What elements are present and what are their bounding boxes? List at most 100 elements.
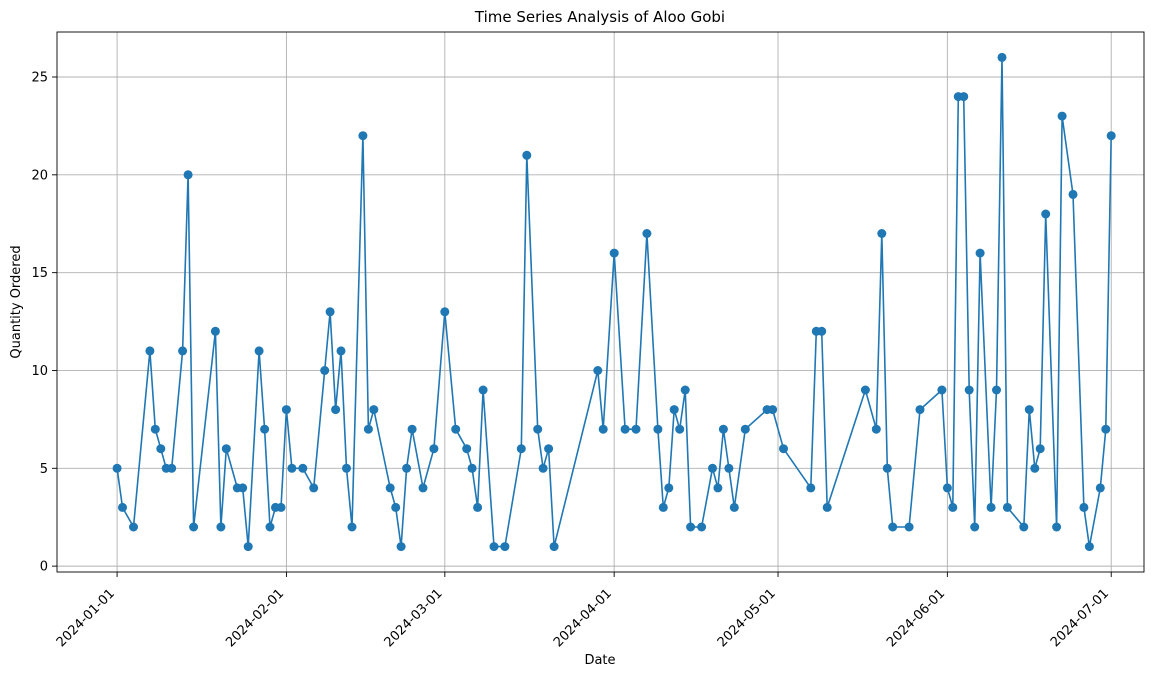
data-point [336,346,346,356]
data-point [489,542,499,552]
data-point [533,424,543,434]
x-tick-label: 2024-07-01 [1048,586,1112,650]
data-point [167,463,177,473]
data-point [407,424,417,434]
data-point [642,229,652,238]
data-series [112,52,1116,552]
axis-ticks: 2024-01-01 2024-02-01 2024-03-01 2024-04-01… [31,71,1112,651]
y-tick-label: 20 [31,168,48,183]
data-point [178,346,188,356]
data-point [287,463,297,473]
data-point [538,463,548,473]
data-point [1002,502,1012,512]
data-point [183,170,193,180]
data-point [298,463,308,473]
data-point [369,405,379,415]
data-point [473,502,483,512]
data-point [238,483,248,493]
data-point [112,463,122,473]
data-point [385,483,395,493]
data-point [718,424,728,434]
data-point [1095,483,1105,493]
data-point [467,463,477,473]
data-point [959,92,969,102]
data-point [860,385,870,395]
data-point [1084,542,1094,552]
data-point [806,483,816,493]
data-point [129,522,138,532]
data-point [680,385,690,395]
data-point [440,307,450,317]
y-tick-label: 5 [40,462,48,477]
data-point [675,424,685,434]
data-point [325,307,335,317]
data-point [549,542,559,552]
y-tick-label: 15 [31,266,48,281]
data-point [150,424,160,434]
data-point [620,424,630,434]
data-point [740,424,750,434]
chart-title: Time Series Analysis of Aloo Gobi [474,8,725,26]
data-point [669,405,679,415]
data-point [210,326,220,336]
data-point [118,502,127,512]
y-tick-label: 10 [31,364,48,379]
data-point [243,542,253,552]
data-point [658,502,668,512]
data-point [871,424,881,434]
data-point [937,385,947,395]
data-point [1052,522,1062,532]
data-point [817,326,827,336]
data-point [429,444,439,454]
data-point [156,444,166,454]
x-axis-label: Date [584,653,615,668]
data-point [500,542,510,552]
data-point [768,405,778,415]
data-point [1019,522,1029,532]
data-point [729,502,739,512]
y-tick-label: 0 [40,560,48,575]
data-point [478,385,488,395]
x-tick-label: 2024-05-01 [715,586,779,650]
data-point [975,248,985,258]
data-point [331,405,341,415]
x-tick-label: 2024-02-01 [223,586,287,650]
y-axis-label: Quantity Ordered [9,245,24,358]
data-point [347,522,357,532]
x-tick-label: 2024-01-01 [54,586,118,650]
x-tick-label: 2024-03-01 [382,586,446,650]
data-point [964,385,974,395]
data-point [1079,502,1089,512]
x-tick-label: 2024-06-01 [884,586,948,650]
data-point [522,150,532,160]
data-point [216,522,226,532]
data-point [609,248,619,258]
data-point [1057,111,1067,121]
data-point [724,463,734,473]
data-point [708,463,717,473]
data-point [544,444,554,454]
data-point [888,522,898,532]
data-point [1106,131,1116,141]
data-point [915,405,925,415]
data-point [1041,209,1051,219]
data-point [145,346,155,356]
data-point [391,502,401,512]
data-point [1030,463,1040,473]
data-point [713,483,723,493]
data-point [986,502,996,512]
data-point [358,131,368,141]
data-point [697,522,707,532]
data-point [1024,405,1034,415]
data-point [877,229,887,238]
data-point [320,366,330,375]
data-point [189,522,199,532]
data-point [1035,444,1045,454]
y-tick-label: 25 [31,71,48,86]
data-point [1068,189,1078,199]
data-point [686,522,696,532]
data-point [516,444,526,454]
data-point [904,522,914,532]
data-point [462,444,472,454]
data-point [631,424,641,434]
